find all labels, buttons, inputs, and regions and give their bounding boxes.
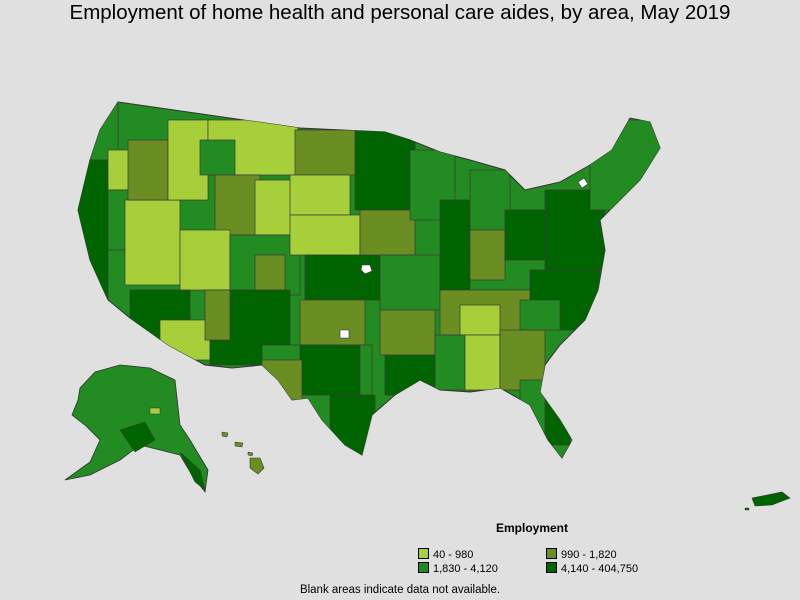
map-title: Employment of home health and personal c… bbox=[69, 1, 731, 24]
legend-item-40-980: 40 - 980 bbox=[418, 548, 473, 562]
legend-label: 4,140 - 404,750 bbox=[561, 563, 639, 575]
legend-swatch bbox=[418, 562, 429, 573]
legend-title: Employment bbox=[496, 521, 569, 535]
data-availability-note: Blank areas indicate data not available. bbox=[299, 584, 501, 596]
legend-swatch bbox=[546, 562, 557, 573]
alaska bbox=[64, 364, 209, 494]
legend-item-4140-404750: 4,140 - 404,750 bbox=[546, 562, 638, 576]
legend-label: 990 - 1,820 bbox=[561, 549, 617, 561]
legend-swatch bbox=[546, 548, 557, 559]
puerto-rico bbox=[744, 491, 791, 511]
hawaii bbox=[221, 431, 265, 475]
legend-label: 40 - 980 bbox=[433, 549, 474, 561]
legend-label: 1,830 - 4,120 bbox=[433, 563, 498, 575]
legend-item-1830-4120: 1,830 - 4,120 bbox=[418, 562, 498, 576]
legend: Employment 40 - 980 990 - 1,820 1,830 - … bbox=[412, 520, 672, 580]
legend-swatch bbox=[418, 548, 429, 559]
legend-item-990-1820: 990 - 1,820 bbox=[546, 548, 617, 562]
